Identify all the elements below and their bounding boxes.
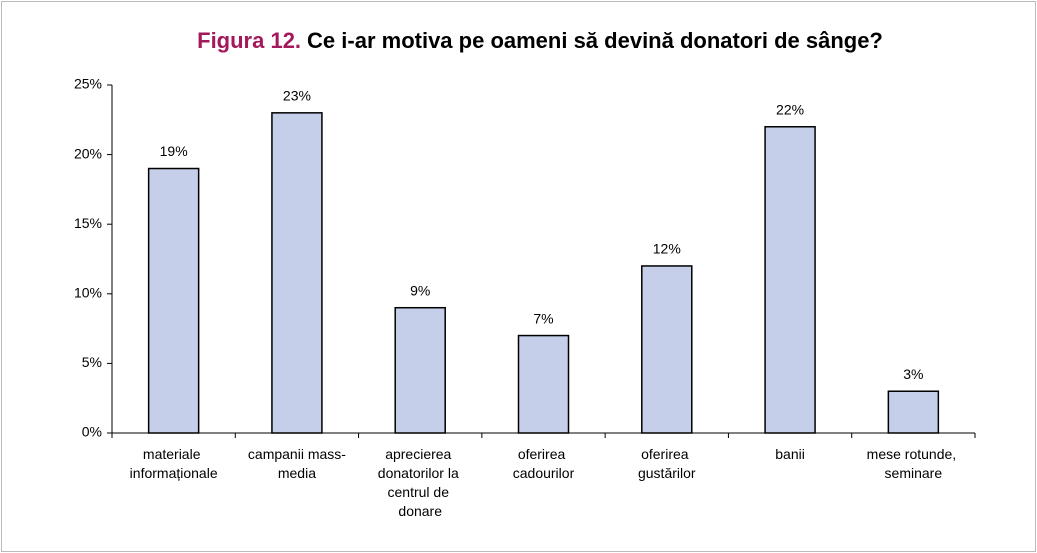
x-tick-label-line: campanii mass-: [248, 446, 346, 462]
bar: [887, 390, 940, 434]
value-label: 9%: [410, 282, 430, 298]
title-text: Ce i-ar motiva pe oameni să devină donat…: [307, 28, 883, 53]
x-tick-label-line: centrul de: [388, 484, 453, 500]
value-label: 7%: [533, 310, 553, 326]
value-label: 22%: [776, 101, 804, 117]
x-tick-label-line: aprecierea: [385, 446, 455, 462]
chart-title: Figura 12. Ce i-ar motiva pe oameni să de…: [197, 28, 883, 53]
value-label: 19%: [160, 143, 188, 159]
x-tick-label: oferirea cadourilor: [513, 446, 575, 481]
y-tick-label: 0%: [82, 424, 102, 440]
x-tick-label: materiale informaționale: [130, 446, 218, 481]
x-tick-label-line: donatorilor la: [378, 465, 463, 481]
bar: [271, 112, 323, 434]
value-label: 12%: [653, 241, 681, 257]
x-tick-label-line: oferirea: [518, 446, 569, 462]
x-tick-label-line: banii: [775, 446, 805, 462]
x-tick-label-line: seminare: [885, 465, 943, 481]
x-tick-label-line: materiale: [143, 446, 204, 462]
y-tick-label: 10%: [74, 285, 102, 301]
y-tick-label: 5%: [82, 354, 102, 370]
bar: [147, 167, 200, 434]
bar: [641, 265, 693, 434]
value-label: 3%: [903, 366, 923, 382]
bar: [517, 334, 570, 434]
y-tick-label: 25%: [74, 76, 102, 92]
x-tick-label-line: media: [278, 465, 316, 481]
value-label: 23%: [283, 88, 311, 104]
x-tick-label-line: informaționale: [130, 465, 218, 481]
x-tick-label-line: mese rotunde,: [867, 446, 960, 462]
x-tick-label: aprecierea donatorilor la centrul de don…: [378, 446, 463, 519]
x-tick-label: banii: [775, 446, 805, 462]
x-tick-label-line: gustărilor: [638, 465, 696, 481]
y-tick-label: 20%: [74, 145, 102, 161]
bar: [394, 306, 446, 434]
x-tick-label-line: donare: [398, 503, 442, 519]
y-tick-label: 15%: [74, 215, 102, 231]
x-tick-label: oferirea gustărilor: [638, 446, 696, 481]
x-tick-label: campanii mass-media: [248, 446, 346, 481]
bar: [764, 126, 816, 434]
title-label: Figura 12.: [197, 28, 301, 53]
x-tick-label: mese rotunde, seminare: [867, 446, 960, 481]
x-tick-label-line: cadourilor: [513, 465, 575, 481]
x-tick-label-line: oferirea: [641, 446, 692, 462]
